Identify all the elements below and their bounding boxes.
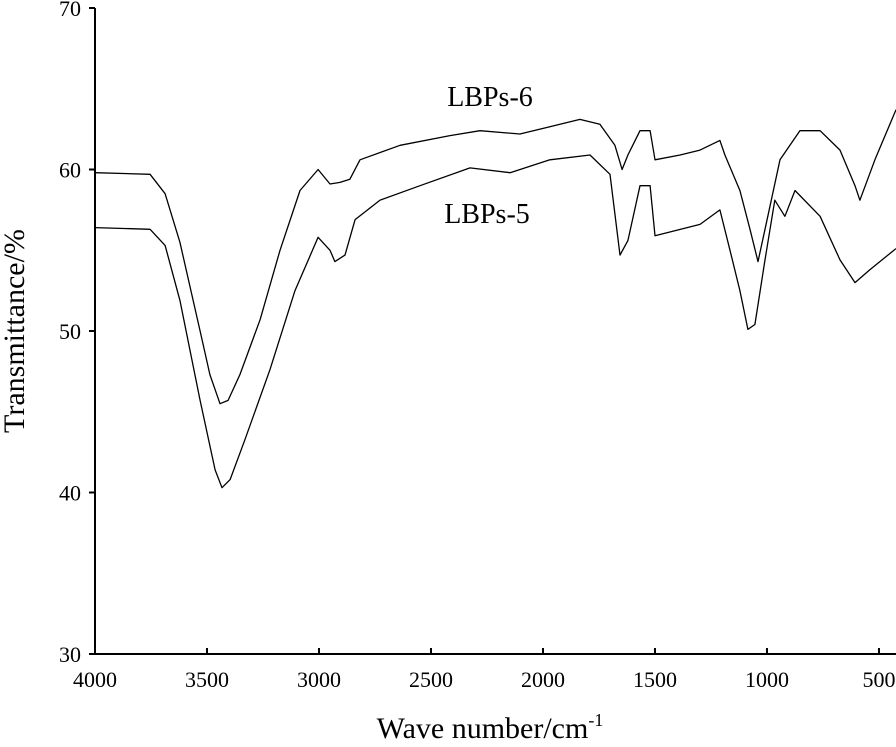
- x-tick-label: 4000: [73, 667, 117, 692]
- x-tick-label: 3500: [185, 667, 229, 692]
- spectrum-line: [94, 154, 896, 489]
- series-annotation: LBPs-6: [447, 82, 533, 113]
- x-tick-label: 2000: [521, 667, 565, 692]
- y-axis-label: Transmittance/%: [0, 229, 31, 433]
- x-axis-label: Wave number/cm-1: [377, 710, 604, 742]
- x-tick-label: 1000: [745, 667, 789, 692]
- x-tick-label: 2500: [409, 667, 453, 692]
- x-tick-label: 1500: [633, 667, 677, 692]
- x-axis-label-main: Wave number/cm: [377, 712, 589, 742]
- x-tick-label: 500: [862, 667, 895, 692]
- y-tick-label: 60: [59, 158, 81, 183]
- x-tick-label: 3000: [297, 667, 341, 692]
- y-tick-label: 70: [59, 0, 81, 21]
- y-tick-label: 30: [59, 642, 81, 667]
- y-tick-label: 50: [59, 319, 81, 344]
- y-tick-label: 40: [59, 481, 81, 506]
- spectrum-line: [94, 109, 896, 405]
- x-axis-label-sup: -1: [588, 710, 603, 730]
- series-annotation: LBPs-5: [444, 199, 530, 230]
